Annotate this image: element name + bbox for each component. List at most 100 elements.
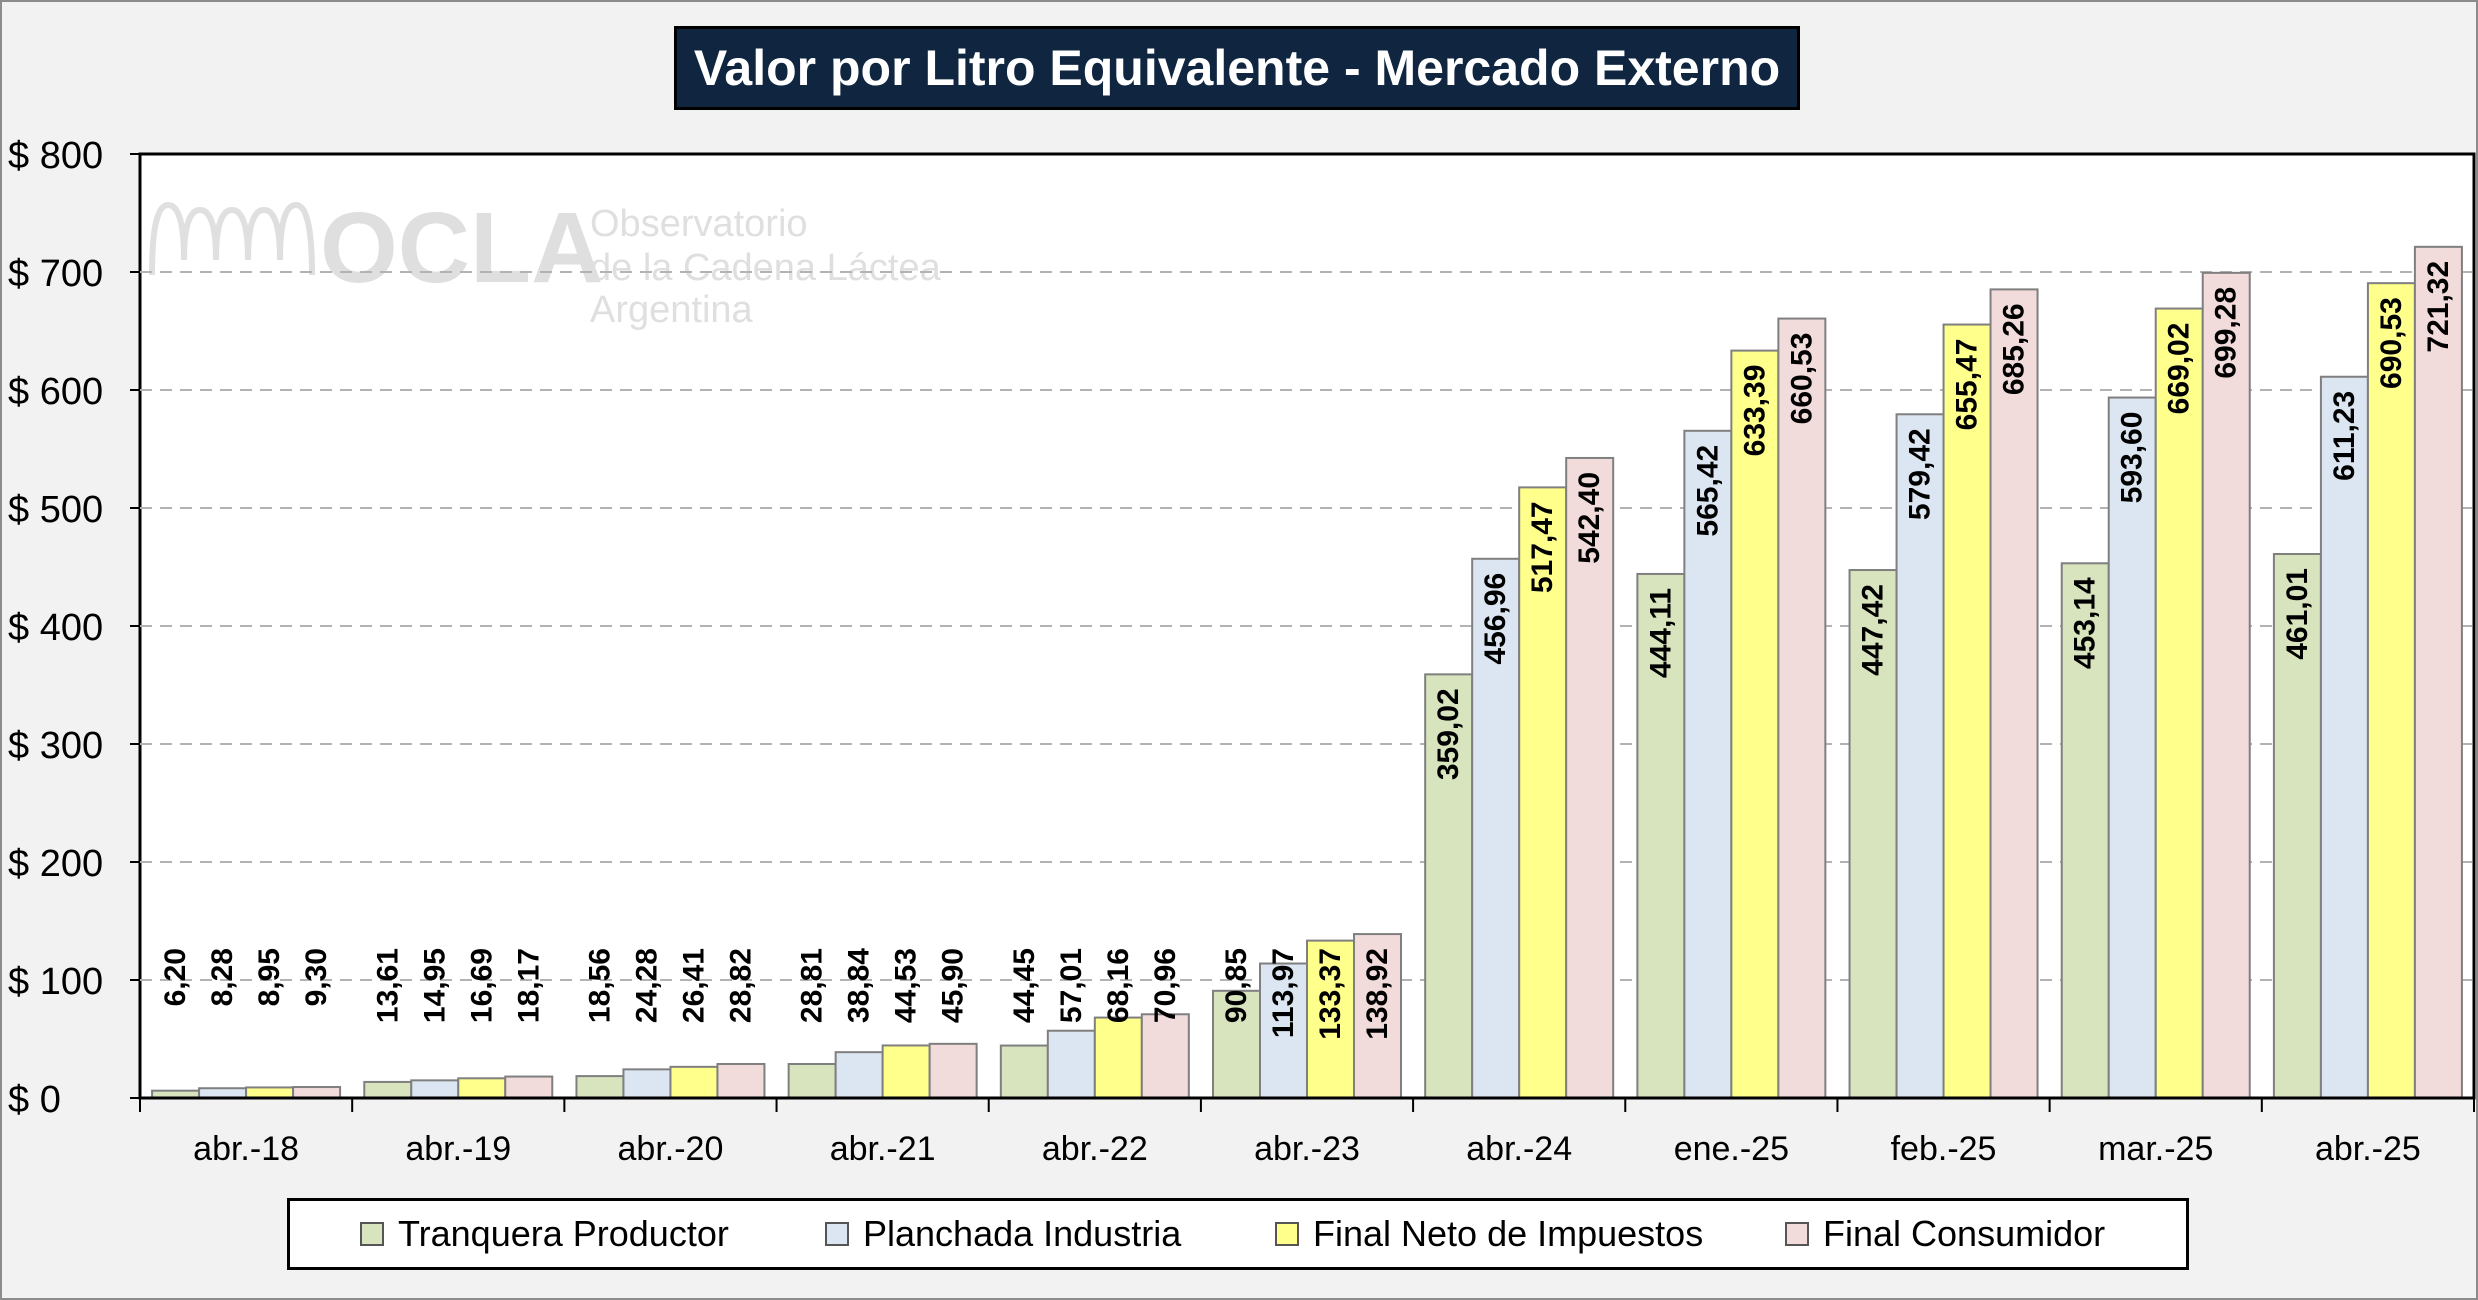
x-tick-label: abr.-18: [193, 1130, 299, 1168]
ocla-logo-waves-icon: [149, 201, 315, 276]
bar: [1518, 486, 1568, 1100]
data-label: 138,92: [1361, 948, 1394, 1040]
data-label: 13,61: [371, 948, 404, 1023]
data-label: 611,23: [2328, 391, 2361, 481]
bar: [2319, 375, 2369, 1099]
y-tick-label: $ 700: [8, 253, 103, 295]
x-tick-label: abr.-19: [405, 1130, 511, 1168]
data-label: 447,42: [1857, 584, 1890, 676]
legend-swatch: [1785, 1222, 1809, 1246]
data-label: 18,17: [512, 948, 545, 1023]
bar: [1306, 939, 1355, 1100]
data-label: 542,40: [1573, 472, 1606, 564]
watermark-logo-text: OCLA: [320, 192, 603, 304]
bar: [2272, 553, 2322, 1099]
bar: [622, 1068, 672, 1100]
watermark-line-1: Observatorio: [590, 203, 808, 245]
data-label: 26,41: [677, 948, 710, 1023]
data-label: 28,82: [724, 948, 757, 1023]
bar: [1942, 323, 1992, 1099]
bar: [363, 1080, 413, 1099]
data-label: 45,90: [937, 948, 970, 1023]
legend-label: Planchada Industria: [863, 1213, 1182, 1254]
legend-label: Final Consumidor: [1823, 1213, 2106, 1254]
legend-item: Planchada Industria: [825, 1201, 1181, 1267]
data-label: 18,56: [583, 948, 616, 1023]
data-label: 579,42: [1904, 428, 1937, 520]
legend-swatch: [1275, 1222, 1299, 1246]
x-tick-label: abr.-20: [618, 1130, 724, 1168]
bar: [669, 1065, 719, 1099]
bar-chart: OCLA Observatorio de la Cadena Láctea Ar…: [8, 135, 2476, 1168]
x-tick-label: abr.-22: [1042, 1130, 1148, 1168]
data-label: 660,53: [1785, 333, 1818, 425]
data-label: 699,28: [2210, 287, 2243, 379]
data-label: 90,85: [1220, 948, 1253, 1023]
data-label: 669,02: [2163, 323, 2196, 415]
x-tick-label: abr.-24: [1466, 1130, 1572, 1168]
y-tick-label: $ 100: [8, 961, 103, 1003]
data-label: 685,26: [1998, 303, 2031, 395]
data-label: 593,60: [2116, 412, 2149, 504]
y-tick-label: $ 600: [8, 371, 103, 413]
bar: [2154, 307, 2204, 1099]
legend-swatch: [825, 1222, 849, 1246]
bar: [245, 1086, 295, 1099]
bar: [1565, 456, 1615, 1099]
bar: [1140, 1013, 1190, 1100]
bar: [1777, 317, 1827, 1099]
bar: [1848, 569, 1898, 1099]
bar: [1424, 673, 1474, 1099]
x-tick-label: feb.-25: [1891, 1130, 1997, 1168]
bar: [410, 1079, 460, 1100]
legend-swatch: [360, 1222, 384, 1246]
y-tick-label: $ 0: [8, 1079, 61, 1121]
legend-item: Final Consumidor: [1785, 1201, 2105, 1267]
ocla-watermark-logo: OCLA Observatorio de la Cadena Láctea Ar…: [149, 192, 942, 331]
x-tick-label: abr.-21: [830, 1130, 936, 1168]
data-label: 70,96: [1149, 948, 1182, 1023]
bar: [457, 1077, 507, 1099]
data-label: 517,47: [1526, 501, 1559, 593]
data-label: 456,96: [1479, 573, 1512, 665]
bar: [2201, 271, 2251, 1099]
bar: [1683, 429, 1733, 1100]
data-label: 113,97: [1267, 948, 1300, 1038]
x-axis-ticks: abr.-18 abr.-19 abr.-20 abr.-21 abr.-22 abr.-…: [139, 1096, 2475, 1168]
data-label: 690,53: [2375, 297, 2408, 389]
data-label: 9,30: [300, 948, 333, 1006]
x-tick-label: ene.-25: [1674, 1130, 1789, 1168]
data-label: 444,11: [1644, 588, 1677, 678]
bar: [716, 1062, 766, 1100]
y-tick-label: $ 400: [8, 607, 103, 649]
x-tick-label: abr.-23: [1254, 1130, 1360, 1168]
data-label: 6,20: [159, 948, 192, 1006]
bar: [928, 1042, 978, 1100]
data-label: 565,42: [1691, 445, 1724, 537]
chart-title: Valor por Litro Equivalente - Mercado Ex…: [674, 26, 1800, 110]
bar: [787, 1063, 837, 1099]
legend-label: Final Neto de Impuestos: [1313, 1213, 1704, 1254]
bar: [999, 1044, 1049, 1099]
data-label: 28,81: [796, 948, 829, 1023]
bar: [1636, 572, 1686, 1099]
data-label: 38,84: [843, 948, 876, 1023]
y-axis-ticks: $ 0 $ 100 $ 200 $ 300 $ 400 $ 500 $ 600 $ 700 $ …: [8, 135, 140, 1121]
y-tick-label: $ 800: [8, 135, 103, 177]
data-label: 453,14: [2069, 577, 2102, 669]
y-tick-label: $ 500: [8, 489, 103, 531]
bar: [2413, 245, 2463, 1099]
data-label: 57,01: [1055, 948, 1088, 1023]
data-label: 721,32: [2422, 261, 2455, 353]
data-label: 133,37: [1314, 948, 1347, 1040]
bars: 6,20 13,61 18,56 28,81 44,45 90,85 359,02 444,1…: [151, 245, 2463, 1100]
bar: [1895, 413, 1945, 1099]
data-label: 16,69: [465, 948, 498, 1023]
data-label: 359,02: [1432, 688, 1465, 780]
bar: [575, 1075, 625, 1100]
data-label: 8,28: [206, 948, 239, 1006]
data-label: 655,47: [1951, 339, 1984, 431]
x-tick-label: abr.-25: [2315, 1130, 2421, 1168]
watermark-line-2: de la Cadena Láctea: [590, 247, 942, 289]
watermark-line-3: Argentina: [590, 289, 754, 331]
